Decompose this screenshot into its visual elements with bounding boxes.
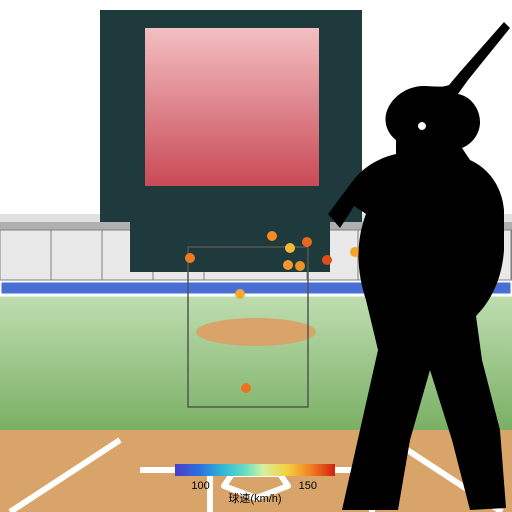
pitch-marker: [302, 237, 312, 247]
pitch-marker: [295, 261, 305, 271]
pitch-marker: [185, 253, 195, 263]
scoreboard-screen: [145, 28, 319, 186]
pitch-marker: [322, 255, 332, 265]
colorbar-axis-label: 球速(km/h): [228, 491, 281, 505]
pitch-marker: [285, 243, 295, 253]
pitch-location-chart: 100 150 球速(km/h): [0, 0, 512, 512]
pitch-marker: [283, 260, 293, 270]
pitch-marker: [235, 289, 245, 299]
pitch-marker: [241, 383, 251, 393]
pitch-marker: [267, 231, 277, 241]
colorbar-tick-label: 150: [299, 480, 317, 492]
colorbar-tick-label: 100: [191, 480, 209, 492]
speed-colorbar: [175, 464, 335, 476]
pitchers-mound: [196, 318, 316, 346]
